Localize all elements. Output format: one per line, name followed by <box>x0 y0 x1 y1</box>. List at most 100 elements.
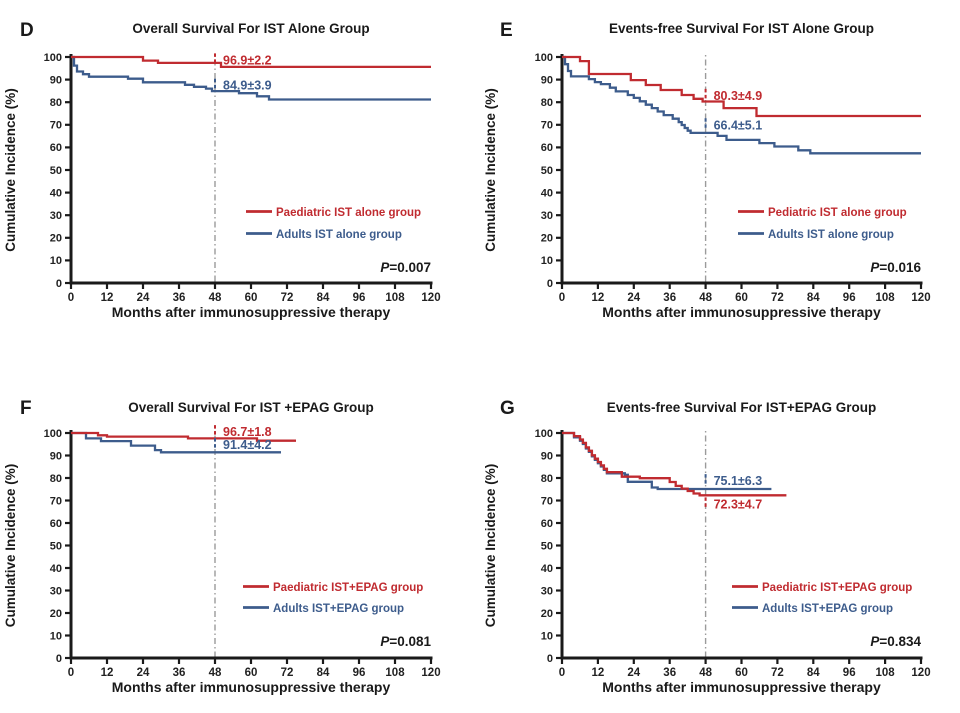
x-tick-label: 0 <box>559 292 565 304</box>
y-tick-label: 30 <box>541 210 553 222</box>
y-tick-label: 80 <box>541 473 553 485</box>
x-tick-label: 24 <box>137 292 150 304</box>
y-tick-label: 100 <box>535 428 553 440</box>
x-tick-label: 84 <box>317 667 330 679</box>
y-tick-label: 60 <box>541 518 553 530</box>
panel-letter: G <box>500 398 515 419</box>
y-tick-label: 20 <box>50 233 62 245</box>
survival-curve <box>562 55 921 155</box>
y-tick-label: 50 <box>541 540 553 552</box>
y-tick-label: 40 <box>541 563 553 575</box>
y-tick-label: 50 <box>541 165 553 177</box>
y-tick-label: 100 <box>44 52 62 64</box>
x-tick-label: 36 <box>663 667 676 679</box>
y-tick-label: 70 <box>50 495 62 507</box>
y-tick-label: 30 <box>50 210 62 222</box>
x-axis-title: Months after immunosuppressive therapy <box>602 304 881 320</box>
x-tick-label: 108 <box>876 292 896 304</box>
y-tick-label: 20 <box>541 233 553 245</box>
chart-svg-E: E Events-free Survival For IST Alone Grou… <box>483 20 931 320</box>
x-tick-label: 12 <box>592 667 605 679</box>
y-tick-label: 90 <box>541 450 553 462</box>
survival-estimate-annotation: 96.9±2.2 <box>223 53 272 67</box>
y-tick-label: 70 <box>541 120 553 132</box>
x-tick-label: 96 <box>353 667 366 679</box>
y-tick-label: 10 <box>50 630 62 642</box>
y-tick-label: 30 <box>541 585 553 597</box>
panel-overall-survival-ist-alone: D Overall Survival For IST Alone Group 0 10… <box>0 0 480 345</box>
y-tick-label: 0 <box>547 653 553 665</box>
survival-curve <box>71 431 296 442</box>
y-tick-label: 50 <box>50 540 62 552</box>
survival-estimate-annotation: 91.4±4.2 <box>223 438 272 452</box>
y-tick-label: 40 <box>50 187 62 199</box>
x-tick-label: 12 <box>101 667 114 679</box>
x-tick-label: 96 <box>843 292 856 304</box>
survival-estimate-annotation: 96.7±1.8 <box>223 425 272 439</box>
survival-estimate-annotation: 84.9±3.9 <box>223 79 272 93</box>
survival-estimate-annotation: 72.3±4.7 <box>714 497 763 511</box>
p-value: P=0.081 <box>380 634 431 649</box>
chart-svg-G: G Events-free Survival For IST+EPAG Group… <box>483 398 931 695</box>
chart-svg-D: D Overall Survival For IST Alone Group 0 10… <box>3 20 441 320</box>
y-tick-label: 60 <box>541 142 553 154</box>
x-tick-label: 24 <box>627 292 640 304</box>
y-tick-label: 10 <box>541 255 553 267</box>
y-tick-label: 10 <box>541 630 553 642</box>
x-tick-label: 60 <box>245 667 258 679</box>
x-tick-label: 84 <box>317 292 330 304</box>
x-tick-label: 72 <box>281 667 294 679</box>
y-tick-label: 60 <box>50 518 62 530</box>
y-axis-title: Cumulative Incidence (%) <box>3 464 18 628</box>
y-tick-label: 60 <box>50 142 62 154</box>
y-tick-label: 20 <box>50 608 62 620</box>
y-tick-label: 30 <box>50 585 62 597</box>
panel-letter: D <box>20 20 34 41</box>
panel-events-free-survival-ist-epag: G Events-free Survival For IST+EPAG Group… <box>480 385 960 713</box>
y-tick-label: 90 <box>541 74 553 86</box>
x-tick-label: 60 <box>735 667 748 679</box>
y-axis-title: Cumulative Incidence (%) <box>3 88 18 252</box>
y-tick-label: 20 <box>541 608 553 620</box>
x-tick-label: 120 <box>911 667 930 679</box>
panel-events-free-survival-ist-alone: E Events-free Survival For IST Alone Grou… <box>480 0 960 345</box>
y-tick-label: 40 <box>541 187 553 199</box>
x-tick-label: 36 <box>663 292 676 304</box>
x-tick-label: 84 <box>807 292 820 304</box>
x-tick-label: 96 <box>843 667 856 679</box>
x-tick-label: 108 <box>385 667 405 679</box>
x-tick-label: 72 <box>771 667 784 679</box>
x-tick-label: 48 <box>209 292 222 304</box>
x-tick-label: 72 <box>771 292 784 304</box>
y-axis-title: Cumulative Incidence (%) <box>483 464 498 628</box>
x-tick-label: 24 <box>627 667 640 679</box>
x-tick-label: 120 <box>421 667 440 679</box>
survival-curve <box>71 55 431 101</box>
legend-label: Paediatric IST+EPAG group <box>762 582 912 594</box>
x-tick-label: 120 <box>911 292 930 304</box>
survival-estimate-annotation: 66.4±5.1 <box>714 118 763 132</box>
x-tick-label: 96 <box>353 292 366 304</box>
chart-title: Overall Survival For IST Alone Group <box>132 21 369 36</box>
chart-title: Overall Survival For IST +EPAG Group <box>128 400 373 415</box>
x-tick-label: 120 <box>421 292 440 304</box>
legend-label: Paediatric IST+EPAG group <box>273 582 423 594</box>
x-tick-label: 60 <box>245 292 258 304</box>
y-tick-label: 10 <box>50 255 62 267</box>
x-axis-title: Months after immunosuppressive therapy <box>112 679 391 695</box>
x-tick-label: 108 <box>876 667 896 679</box>
y-tick-label: 50 <box>50 165 62 177</box>
survival-curve <box>562 431 787 497</box>
legend-label: Adults IST+EPAG group <box>273 603 404 615</box>
legend-label: Adults IST alone group <box>768 229 894 241</box>
legend-label: Paediatric IST alone group <box>276 207 421 219</box>
x-tick-label: 0 <box>68 292 74 304</box>
y-tick-label: 100 <box>535 52 553 64</box>
y-tick-label: 80 <box>50 473 62 485</box>
legend-label: Adults IST+EPAG group <box>762 603 893 615</box>
chart-title: Events-free Survival For IST+EPAG Group <box>607 400 876 415</box>
x-tick-label: 84 <box>807 667 820 679</box>
y-tick-label: 0 <box>56 653 62 665</box>
panel-letter: E <box>500 20 513 41</box>
x-tick-label: 36 <box>173 667 186 679</box>
